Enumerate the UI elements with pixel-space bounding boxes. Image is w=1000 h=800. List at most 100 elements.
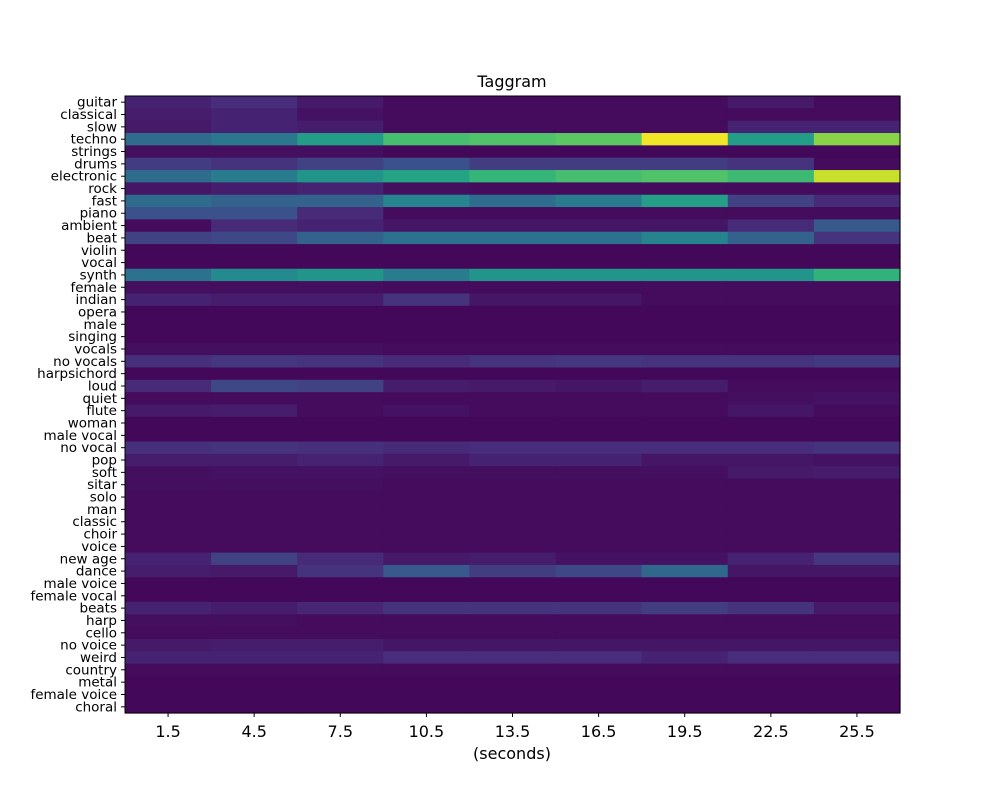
y-tick-label: ambient — [61, 218, 117, 234]
heatmap-cell — [297, 219, 384, 233]
heatmap-cell — [125, 293, 212, 307]
heatmap-cell — [297, 429, 384, 443]
heatmap-cell — [641, 429, 729, 443]
heatmap-cell — [641, 305, 729, 319]
heatmap-cell — [297, 182, 384, 196]
heatmap-cell — [641, 133, 729, 146]
heatmap-cell — [813, 305, 901, 319]
heatmap-cell — [641, 157, 729, 171]
heatmap-cell — [469, 342, 557, 356]
y-tick-label: indian — [76, 292, 117, 308]
heatmap-cell — [727, 503, 815, 517]
heatmap-cell — [211, 700, 298, 714]
heatmap-cell — [641, 367, 729, 381]
heatmap-cell — [641, 244, 729, 258]
heatmap-cell — [555, 515, 643, 529]
heatmap-cell — [641, 466, 729, 480]
heatmap-cell — [297, 207, 384, 220]
heatmap-cell — [469, 318, 557, 332]
heatmap-cell — [813, 392, 901, 406]
x-tick-label: 4.5 — [241, 722, 266, 741]
heatmap-cell — [125, 256, 212, 270]
heatmap-cell — [555, 244, 643, 258]
heatmap-cell — [125, 675, 212, 689]
heatmap-cell — [555, 466, 643, 480]
heatmap-cell — [469, 157, 557, 171]
heatmap-cell — [813, 256, 901, 270]
heatmap-cell — [555, 170, 643, 183]
y-tick-label: singing — [68, 329, 117, 345]
y-tick-label: male vocal — [44, 428, 117, 444]
heatmap-cell — [297, 503, 384, 517]
heatmap-cell — [297, 552, 384, 566]
heatmap-cell — [641, 527, 729, 541]
x-tick-label: 16.5 — [581, 722, 617, 741]
heatmap-cell — [297, 675, 384, 689]
heatmap-cell — [555, 96, 643, 109]
y-tick-label: techno — [71, 132, 117, 148]
heatmap-cell — [469, 663, 557, 677]
heatmap-cell — [555, 478, 643, 492]
heatmap-cell — [469, 194, 557, 208]
heatmap-cell — [383, 318, 471, 332]
heatmap-cell — [125, 688, 212, 702]
heatmap-cell — [383, 182, 471, 196]
heatmap-cell — [125, 490, 212, 504]
heatmap-cell — [813, 564, 901, 578]
heatmap-cell — [813, 330, 901, 344]
heatmap-cell — [813, 342, 901, 356]
heatmap-cell — [727, 564, 815, 578]
heatmap-cell — [383, 429, 471, 443]
heatmap-cell — [383, 688, 471, 702]
chart-title: Taggram — [476, 72, 546, 91]
heatmap-cell — [211, 330, 298, 344]
heatmap-cell — [641, 503, 729, 517]
heatmap-cell — [813, 663, 901, 677]
heatmap-cell — [297, 256, 384, 270]
y-tick-label: quiet — [83, 391, 117, 407]
y-tick-label: metal — [78, 675, 117, 691]
heatmap-cell — [297, 453, 384, 467]
y-tick-label: country — [65, 662, 117, 678]
heatmap-cell — [813, 478, 901, 492]
heatmap-cell — [211, 490, 298, 504]
x-tick-label: 25.5 — [839, 722, 875, 741]
heatmap-cell — [727, 293, 815, 307]
heatmap-cell — [555, 429, 643, 443]
y-tick-label: voice — [81, 539, 117, 555]
heatmap-cell — [383, 194, 471, 208]
heatmap-cell — [383, 416, 471, 430]
heatmap-cell — [727, 355, 815, 369]
heatmap-cell — [211, 589, 298, 603]
heatmap-cell — [211, 268, 298, 282]
y-tick-label: choir — [83, 527, 117, 543]
heatmap-cell — [125, 170, 212, 183]
heatmap-cell — [383, 453, 471, 467]
x-tick-label: 1.5 — [155, 722, 180, 741]
heatmap-cell — [469, 182, 557, 196]
heatmap-cell — [211, 416, 298, 430]
heatmap-cell — [297, 527, 384, 541]
heatmap-cell — [555, 379, 643, 393]
heatmap-cell — [555, 355, 643, 369]
heatmap-cell — [125, 219, 212, 233]
heatmap-cell — [125, 145, 212, 159]
heatmap-cell — [555, 651, 643, 665]
heatmap-cell — [555, 688, 643, 702]
heatmap-cell — [727, 453, 815, 467]
y-tick-label: opera — [78, 304, 117, 320]
heatmap-cell — [297, 342, 384, 356]
heatmap-cell — [727, 404, 815, 418]
heatmap-cell — [125, 638, 212, 652]
y-tick-label: sitar — [87, 477, 117, 493]
heatmap-cell — [469, 527, 557, 541]
y-tick-label: woman — [68, 416, 117, 432]
heatmap-cell — [555, 392, 643, 406]
heatmap-cell — [211, 293, 298, 307]
heatmap-cell — [469, 305, 557, 319]
heatmap-cell — [727, 194, 815, 208]
heatmap-cell — [555, 219, 643, 233]
heatmap-cell — [383, 700, 471, 714]
heatmap-cell — [813, 552, 901, 566]
heatmap-cell — [813, 207, 901, 220]
